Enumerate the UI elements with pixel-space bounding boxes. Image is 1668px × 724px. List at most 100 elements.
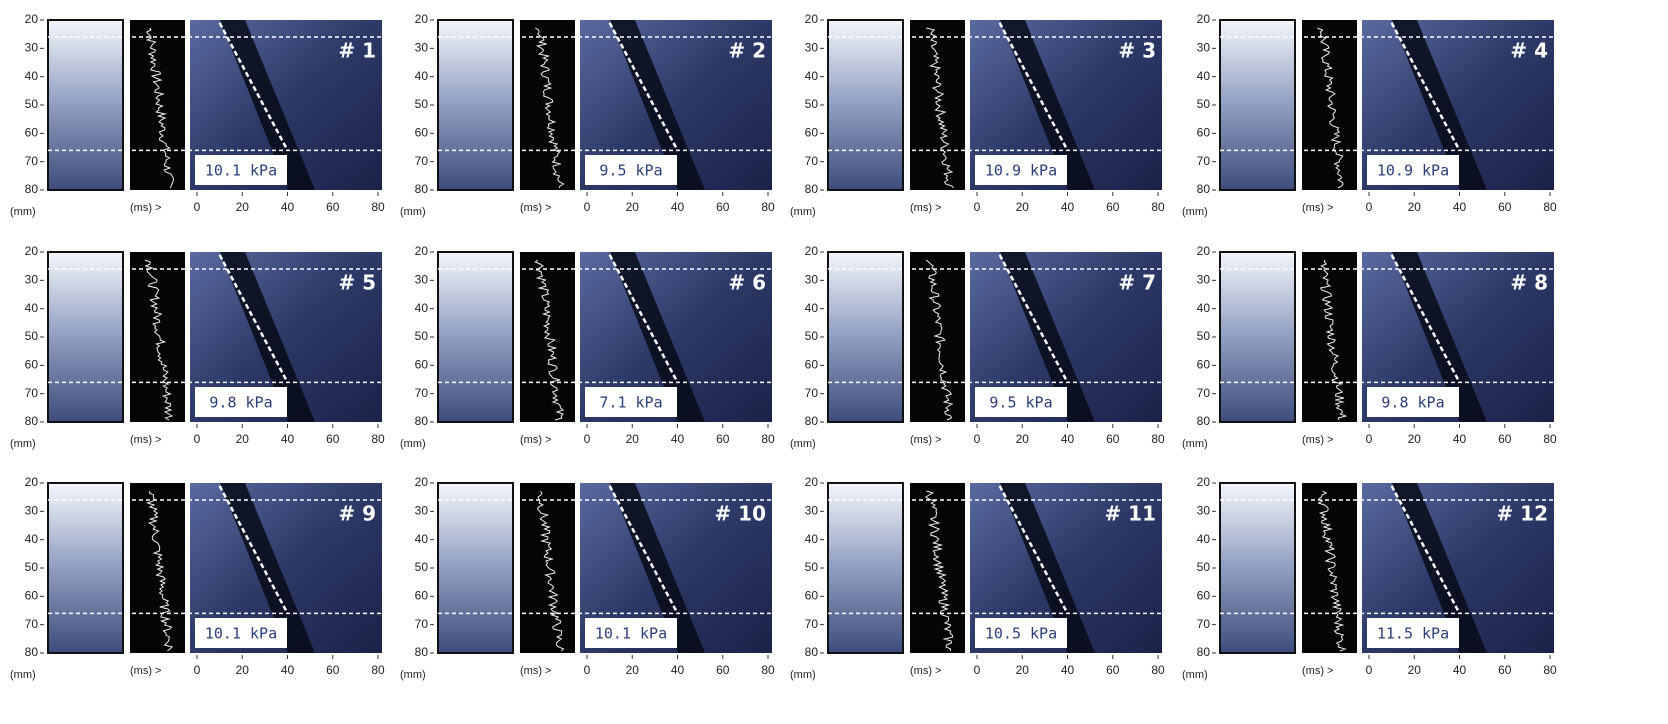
x-axis-unit: (ms) > [520, 434, 551, 446]
y-tick-label: 30 [1197, 273, 1211, 287]
y-tick-label: 20 [805, 244, 819, 258]
trace-image [130, 483, 185, 653]
y-tick-label: 50 [25, 97, 39, 111]
x-tick-label: 60 [716, 663, 730, 677]
y-tick-label: 80 [805, 645, 819, 659]
x-tick-label: 40 [671, 200, 685, 214]
x-tick-label: 40 [1453, 432, 1467, 446]
y-tick-label: 80 [805, 182, 819, 196]
y-tick-label: 70 [1197, 617, 1211, 631]
x-tick-label: 60 [716, 432, 730, 446]
y-tick-label: 50 [1197, 329, 1211, 343]
trace-image [130, 20, 185, 190]
y-tick-label: 40 [415, 301, 429, 315]
x-tick-label: 20 [236, 432, 250, 446]
x-axis-unit: (ms) > [1302, 202, 1333, 214]
y-tick-label: 70 [1197, 154, 1211, 168]
y-tick-label: 30 [25, 41, 39, 55]
y-tick-label: 20 [1197, 244, 1211, 258]
y-tick-label: 50 [805, 329, 819, 343]
y-tick-label: 80 [805, 414, 819, 428]
b-mode-image [438, 252, 513, 422]
x-tick-label: 0 [1366, 663, 1373, 677]
x-tick-label: 80 [1543, 432, 1557, 446]
y-tick-label: 40 [25, 301, 39, 315]
stiffness-value: 7.1 kPa [599, 394, 662, 412]
stiffness-value: 9.5 kPa [989, 394, 1052, 412]
y-axis-unit: (mm) [1182, 438, 1208, 450]
x-tick-label: 20 [1408, 663, 1422, 677]
y-tick-label: 80 [1197, 645, 1211, 659]
x-tick-label: 40 [1453, 663, 1467, 677]
b-mode-image [1220, 483, 1295, 653]
y-tick-label: 80 [25, 645, 39, 659]
x-axis-unit: (ms) > [130, 665, 161, 677]
x-tick-label: 60 [1498, 663, 1512, 677]
panel: # 310.9 kPa20304050607080020406080(mm)(m… [790, 12, 1165, 218]
y-tick-label: 30 [1197, 504, 1211, 518]
y-tick-label: 50 [1197, 97, 1211, 111]
y-tick-label: 60 [25, 589, 39, 603]
y-tick-label: 40 [415, 532, 429, 546]
y-tick-label: 20 [415, 244, 429, 258]
y-tick-label: 50 [805, 97, 819, 111]
y-tick-label: 60 [805, 126, 819, 140]
x-axis-unit: (ms) > [1302, 665, 1333, 677]
panel: # 410.9 kPa20304050607080020406080(mm)(m… [1182, 12, 1557, 218]
y-tick-label: 70 [415, 386, 429, 400]
b-mode-image [828, 252, 903, 422]
y-tick-label: 20 [805, 12, 819, 26]
x-tick-label: 80 [371, 200, 385, 214]
x-tick-label: 0 [974, 432, 981, 446]
y-tick-label: 20 [415, 12, 429, 26]
stiffness-value: 9.8 kPa [1381, 394, 1444, 412]
x-tick-label: 0 [1366, 200, 1373, 214]
x-tick-label: 40 [671, 663, 685, 677]
x-tick-label: 80 [761, 663, 775, 677]
y-tick-label: 60 [415, 358, 429, 372]
y-tick-label: 60 [415, 589, 429, 603]
y-tick-label: 30 [25, 504, 39, 518]
panel-label: # 10 [714, 502, 766, 526]
x-tick-label: 60 [1498, 432, 1512, 446]
y-tick-label: 70 [25, 154, 39, 168]
b-mode-image [828, 20, 903, 190]
figure: # 110.1 kPa20304050607080020406080(mm)(m… [0, 0, 1668, 724]
trace-image [1302, 483, 1357, 653]
x-tick-label: 40 [281, 200, 295, 214]
x-tick-label: 0 [584, 200, 591, 214]
trace-image [1302, 252, 1357, 422]
x-tick-label: 80 [1151, 663, 1165, 677]
panel: # 59.8 kPa20304050607080020406080(mm)(ms… [10, 244, 385, 450]
x-tick-label: 0 [194, 200, 201, 214]
panel-label: # 1 [338, 39, 376, 63]
y-axis-unit: (mm) [790, 669, 816, 681]
y-tick-label: 20 [25, 244, 39, 258]
panel: # 1010.1 kPa20304050607080020406080(mm)(… [400, 475, 775, 681]
x-tick-label: 20 [1016, 200, 1030, 214]
stiffness-value: 10.9 kPa [1377, 162, 1449, 180]
x-tick-label: 0 [584, 432, 591, 446]
y-tick-label: 50 [415, 329, 429, 343]
y-axis-unit: (mm) [790, 206, 816, 218]
y-tick-label: 30 [415, 41, 429, 55]
x-tick-label: 80 [1151, 432, 1165, 446]
y-tick-label: 40 [415, 69, 429, 83]
b-mode-image [1220, 252, 1295, 422]
x-tick-label: 0 [194, 663, 201, 677]
trace-image [130, 252, 185, 422]
y-tick-label: 50 [25, 329, 39, 343]
x-tick-label: 80 [371, 663, 385, 677]
y-tick-label: 40 [805, 301, 819, 315]
x-tick-label: 60 [326, 432, 340, 446]
y-tick-label: 40 [805, 532, 819, 546]
x-tick-label: 80 [761, 432, 775, 446]
panel-label: # 8 [1510, 271, 1548, 295]
y-tick-label: 30 [25, 273, 39, 287]
panel-label: # 5 [338, 271, 376, 295]
x-axis-unit: (ms) > [1302, 434, 1333, 446]
x-tick-label: 60 [1498, 200, 1512, 214]
